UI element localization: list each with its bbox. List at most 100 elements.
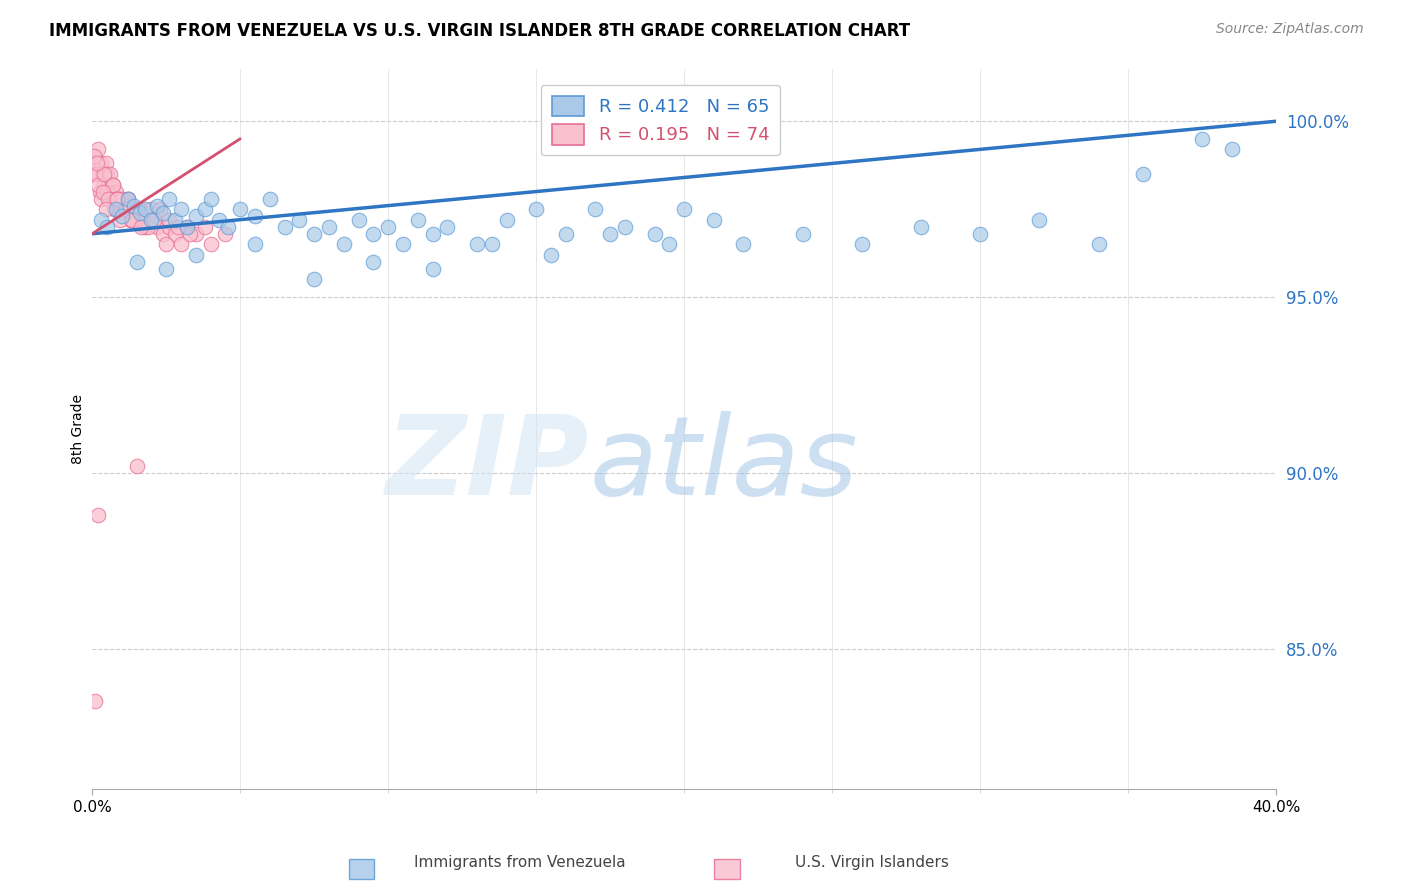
Point: [155, 261, 177, 276]
Text: U.S. Virgin Islanders: U.S. Virgin Islanders: [794, 855, 949, 870]
Point: [103, 192, 125, 206]
Point: [98, 192, 121, 206]
Point: [84, 156, 107, 170]
Point: [94, 156, 117, 170]
Point: [115, 202, 138, 216]
Legend: R = 0.412   N = 65, R = 0.195   N = 74: R = 0.412 N = 65, R = 0.195 N = 74: [541, 85, 780, 155]
Point: [1220, 142, 1243, 156]
Point: [94, 202, 117, 216]
Point: [110, 212, 132, 227]
Point: [792, 227, 814, 241]
Point: [152, 205, 174, 219]
Point: [406, 212, 429, 227]
Point: [554, 227, 576, 241]
Point: [129, 219, 152, 234]
Point: [96, 167, 118, 181]
Point: [84, 694, 107, 708]
Point: [217, 219, 239, 234]
Point: [105, 192, 128, 206]
Point: [1028, 212, 1050, 227]
Point: [176, 219, 198, 234]
Point: [176, 219, 198, 234]
Point: [138, 219, 160, 234]
Point: [121, 212, 143, 227]
Point: [155, 237, 177, 252]
Point: [93, 167, 115, 181]
Point: [167, 219, 190, 234]
Point: [347, 212, 370, 227]
Text: Immigrants from Venezuela: Immigrants from Venezuela: [415, 855, 626, 870]
Point: [134, 202, 156, 216]
Point: [214, 227, 236, 241]
Point: [141, 212, 163, 227]
Point: [122, 202, 145, 216]
Point: [146, 219, 169, 234]
Point: [184, 209, 207, 223]
Point: [93, 178, 115, 192]
Point: [422, 227, 444, 241]
Point: [83, 149, 105, 163]
Point: [436, 219, 458, 234]
Point: [128, 205, 150, 219]
Point: [104, 202, 127, 216]
Point: [128, 202, 150, 216]
Point: [108, 202, 131, 216]
Point: [273, 219, 295, 234]
Point: [170, 237, 193, 252]
Point: [465, 237, 488, 252]
Point: [125, 458, 148, 473]
Point: [1191, 132, 1213, 146]
Point: [111, 209, 134, 223]
Point: [96, 185, 118, 199]
Point: [141, 202, 163, 216]
Point: [540, 248, 562, 262]
Point: [117, 192, 139, 206]
Point: [86, 156, 108, 170]
Point: [184, 248, 207, 262]
Point: [179, 227, 201, 241]
Point: [200, 192, 222, 206]
Point: [1132, 167, 1154, 181]
Point: [194, 202, 217, 216]
Point: [91, 185, 114, 199]
Point: [104, 192, 127, 206]
Point: [125, 202, 148, 216]
Text: ZIP: ZIP: [385, 411, 589, 518]
Point: [259, 192, 281, 206]
Point: [229, 202, 252, 216]
Point: [90, 212, 112, 227]
Point: [910, 219, 932, 234]
Point: [1087, 237, 1109, 252]
Point: [98, 167, 121, 181]
Point: [703, 212, 725, 227]
Point: [157, 219, 180, 234]
Point: [103, 202, 125, 216]
Point: [495, 212, 517, 227]
Point: [87, 508, 110, 522]
Point: [613, 219, 636, 234]
Point: [157, 192, 180, 206]
Point: [392, 237, 415, 252]
Point: [100, 185, 122, 199]
Point: [302, 227, 325, 241]
Point: [90, 156, 112, 170]
Point: [125, 212, 148, 227]
Point: [111, 192, 134, 206]
Point: [288, 212, 311, 227]
Point: [481, 237, 503, 252]
Point: [117, 192, 139, 206]
Point: [108, 202, 131, 216]
Point: [117, 192, 139, 206]
Point: [87, 178, 110, 192]
Point: [194, 219, 217, 234]
Point: [105, 192, 128, 206]
Point: [83, 149, 105, 163]
Point: [138, 212, 160, 227]
Point: [969, 227, 991, 241]
Point: [184, 227, 207, 241]
Point: [146, 199, 169, 213]
Point: [131, 212, 153, 227]
Point: [111, 202, 134, 216]
Point: [84, 167, 107, 181]
Point: [157, 212, 180, 227]
